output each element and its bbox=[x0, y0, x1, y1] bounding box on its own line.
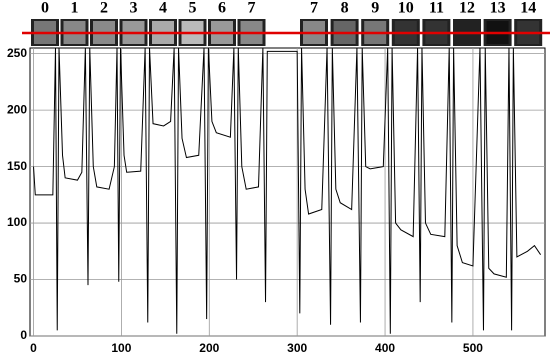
strip-label: 11 bbox=[429, 0, 444, 17]
y-tick-label: 200 bbox=[7, 102, 27, 116]
strip-label: 2 bbox=[100, 0, 108, 17]
x-tick-label: 400 bbox=[375, 341, 395, 355]
y-tick-label: 250 bbox=[7, 46, 27, 60]
strip-label: 13 bbox=[490, 0, 506, 17]
strip-label: 6 bbox=[218, 0, 226, 17]
strip-label: 1 bbox=[71, 0, 79, 17]
strip-label: 5 bbox=[189, 0, 197, 17]
x-tick-label: 100 bbox=[111, 341, 131, 355]
strip-label: 10 bbox=[398, 0, 414, 17]
line-series bbox=[33, 47, 542, 334]
x-tick-label: 300 bbox=[287, 341, 307, 355]
x-tick-label: 0 bbox=[30, 341, 37, 355]
strip-label: 3 bbox=[130, 0, 138, 17]
y-tick-label: 150 bbox=[7, 159, 27, 173]
strip-label: 7 bbox=[310, 0, 318, 17]
y-tick-label: 50 bbox=[14, 272, 28, 286]
strip-label: 8 bbox=[341, 0, 349, 17]
strip-label: 4 bbox=[159, 0, 167, 17]
y-tick-label: 100 bbox=[7, 215, 27, 229]
x-tick-label: 500 bbox=[463, 341, 483, 355]
strip-label: 12 bbox=[459, 0, 475, 17]
y-tick-label: 0 bbox=[20, 328, 27, 342]
strip-label: 14 bbox=[520, 0, 536, 17]
strip-label: 7 bbox=[248, 0, 256, 17]
plot-frame bbox=[29, 47, 546, 337]
x-tick-label: 200 bbox=[199, 341, 219, 355]
strip-label: 9 bbox=[371, 0, 379, 17]
strip-label: 0 bbox=[41, 0, 49, 17]
